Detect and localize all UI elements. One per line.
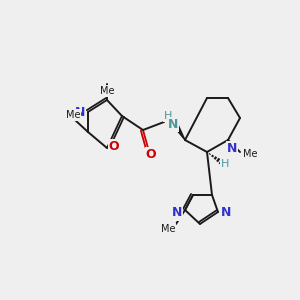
Text: H: H (221, 159, 229, 169)
Text: N: N (168, 118, 178, 130)
Text: Me: Me (100, 86, 114, 96)
Text: Me: Me (161, 224, 175, 234)
Text: O: O (109, 140, 119, 152)
Text: H: H (164, 111, 172, 121)
Text: O: O (146, 148, 156, 160)
Text: Me: Me (66, 110, 80, 120)
Text: N: N (227, 142, 237, 154)
Text: N: N (172, 206, 182, 220)
Text: N: N (75, 106, 85, 118)
Text: Me: Me (243, 149, 257, 159)
Text: N: N (221, 206, 231, 218)
Polygon shape (173, 123, 185, 140)
